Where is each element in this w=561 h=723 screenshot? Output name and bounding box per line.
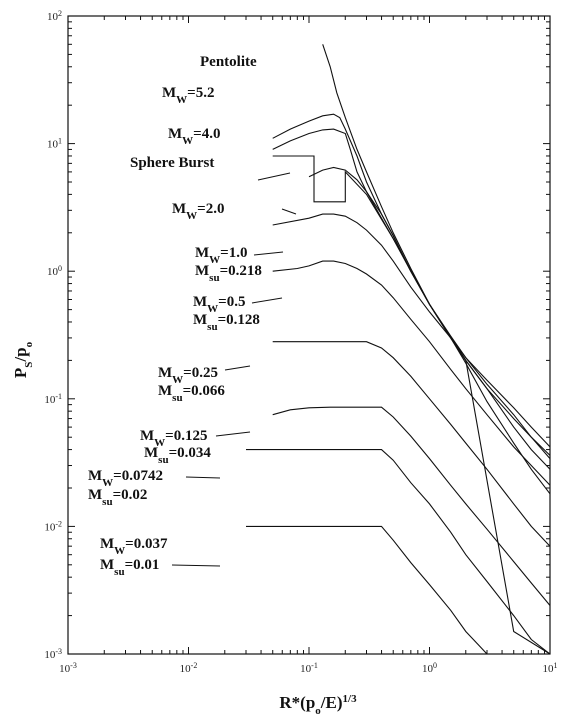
annotation-msu034: Msu=0.034 [144, 445, 211, 466]
annotation-leader [258, 173, 290, 180]
x-axis-title: R*(po/E)1/3 [279, 693, 357, 717]
y-tick-label: 102 [47, 9, 62, 24]
y-tick-labels: 102 101 100 10-1 10-2 10-3 [44, 9, 62, 662]
annotation-mw20: MW=2.0 [172, 201, 224, 222]
series-line-10 [246, 526, 487, 654]
x-tick-label: 10-3 [59, 661, 77, 676]
annotation-leader [252, 298, 282, 303]
x-tick-label: 10-1 [300, 661, 318, 676]
series-line-0 [323, 44, 550, 455]
annotation-pentolite: Pentolite [200, 54, 257, 70]
series-line-3 [273, 156, 550, 654]
y-axis-title: PS/po [11, 341, 35, 378]
annotation-msu128: Msu=0.128 [193, 312, 260, 333]
x-tick-labels: 10-3 10-2 10-1 100 101 [59, 661, 557, 676]
annotation-msu002: Msu=0.02 [88, 487, 147, 508]
y-tick-label: 100 [47, 264, 62, 279]
y-tick-label: 101 [47, 136, 62, 151]
annotation-leader [172, 565, 220, 566]
annotation-leader [216, 432, 250, 436]
annotation-msu066: Msu=0.066 [158, 383, 225, 404]
annotation-mw52: MW=5.2 [162, 85, 214, 106]
y-tick-label: 10-1 [44, 391, 62, 406]
series-line-8 [273, 407, 550, 605]
annotation-leader [225, 366, 250, 370]
series-curves [246, 44, 550, 654]
series-line-4 [309, 168, 550, 459]
x-tick-label: 101 [543, 661, 558, 676]
x-tick-label: 100 [422, 661, 437, 676]
annotation-mw40: MW=4.0 [168, 126, 220, 147]
y-tick-label: 10-3 [44, 647, 62, 662]
annotation-leader [186, 477, 220, 478]
series-line-6 [273, 261, 550, 485]
y-tick-label: 10-2 [44, 519, 62, 534]
series-line-7 [273, 342, 550, 547]
series-line-9 [246, 450, 550, 654]
annotation-leader [282, 209, 296, 214]
annotation-msu218: Msu=0.218 [195, 263, 262, 284]
annotation-leader [254, 252, 283, 255]
annotation-msu001: Msu=0.01 [100, 557, 159, 578]
annotation-mw0037: MW=0.037 [100, 536, 168, 557]
annotations: Pentolite MW=5.2 MW=4.0 Sphere Burst MW=2.0 M… [88, 54, 262, 578]
annotation-mw0742: MW=0.0742 [88, 468, 163, 489]
annotation-sphere: Sphere Burst [130, 155, 214, 171]
x-tick-label: 10-2 [180, 661, 198, 676]
